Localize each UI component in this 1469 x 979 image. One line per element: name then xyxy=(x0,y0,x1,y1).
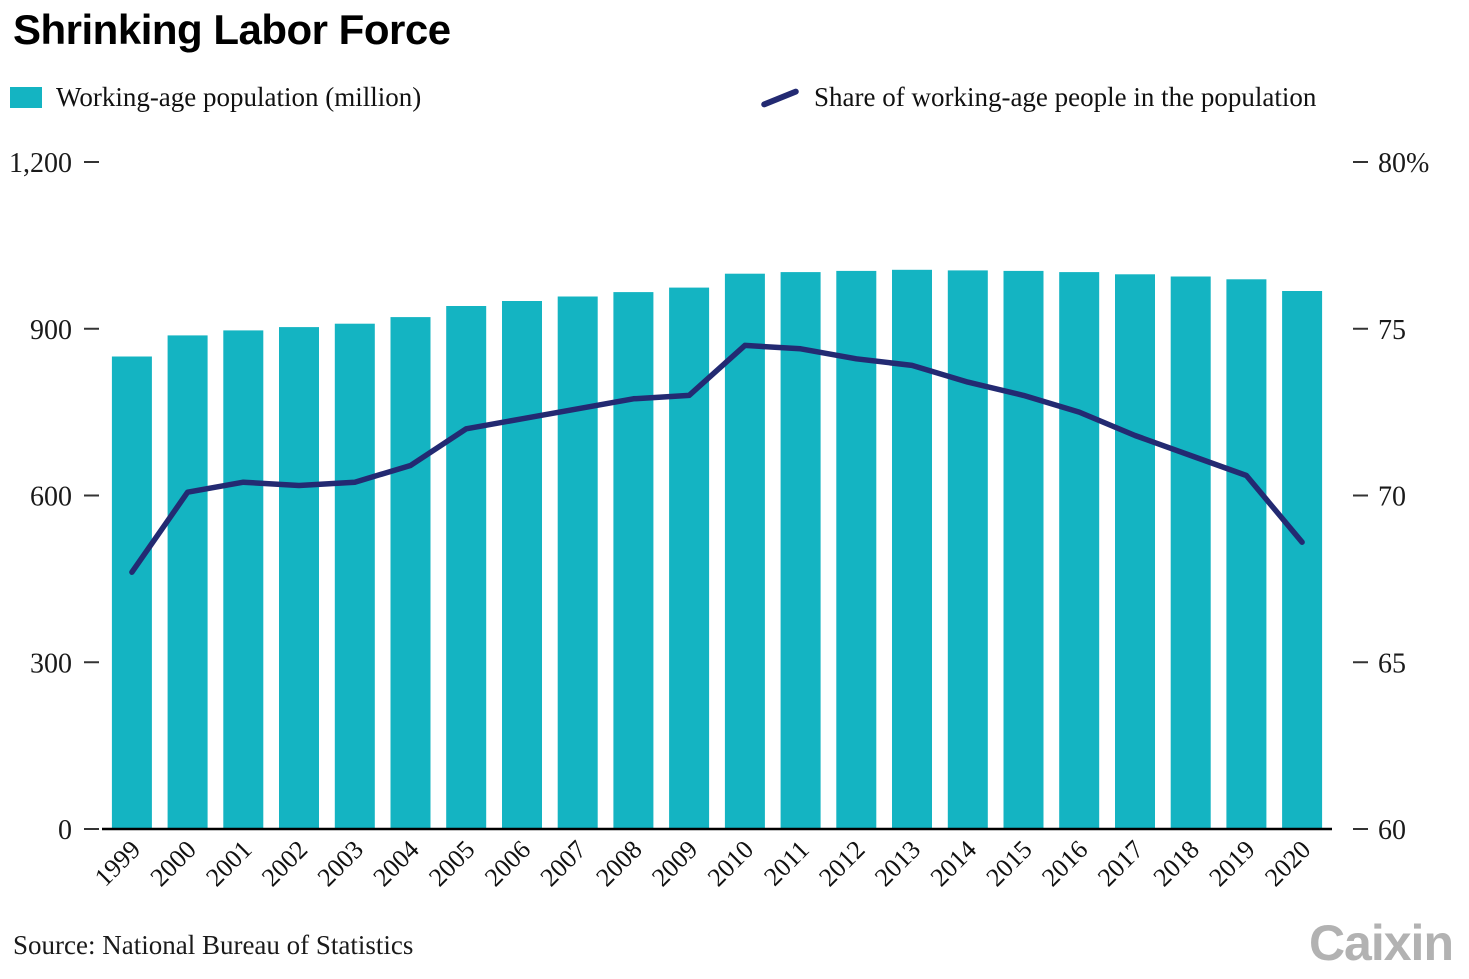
x-axis-year-label: 2020 xyxy=(1259,835,1316,892)
x-axis-year-label: 2013 xyxy=(869,835,926,892)
bar-2020 xyxy=(1282,291,1323,829)
caixin-logo: Caixin xyxy=(1308,915,1454,971)
chart-title: Shrinking Labor Force xyxy=(13,6,451,53)
bar-2007 xyxy=(557,296,598,829)
x-axis-year-label: 2011 xyxy=(758,835,815,892)
bar-2009 xyxy=(669,287,710,830)
left-axis-tick-label: 900 xyxy=(30,315,72,346)
bar-2001 xyxy=(223,330,264,829)
share-line xyxy=(129,342,1305,575)
x-axis-year-label: 2002 xyxy=(256,835,313,892)
bar-2010 xyxy=(724,273,765,829)
right-axis-tick-label: 80% xyxy=(1378,148,1429,179)
bar-2013 xyxy=(892,269,932,829)
x-axis-year-label: 2018 xyxy=(1148,835,1205,892)
x-axis-year-label: 2015 xyxy=(980,835,1037,892)
x-axis-year-label: 2005 xyxy=(423,835,480,892)
legend-item-bar: Working-age population (million) xyxy=(10,82,421,113)
left-axis-tick-label: 1,200 xyxy=(9,148,72,179)
x-axis-year-label: 2010 xyxy=(702,835,759,892)
bar-swatch-icon xyxy=(10,87,42,108)
x-axis-year-label: 2019 xyxy=(1203,835,1260,892)
bar-2003 xyxy=(334,323,375,829)
bar-2006 xyxy=(502,301,542,829)
legend-line-label: Share of working-age people in the popul… xyxy=(814,82,1317,112)
legend-bar-label: Working-age population (million) xyxy=(56,82,422,112)
bar-2014 xyxy=(947,270,988,829)
bar-2004 xyxy=(390,317,431,829)
x-axis-year-label: 2012 xyxy=(813,835,870,892)
right-axis-tick-label: 65 xyxy=(1378,648,1406,679)
bar-1999 xyxy=(111,356,152,829)
bar-2002 xyxy=(279,327,319,829)
bar-2016 xyxy=(1059,272,1100,830)
right-axis-tick-label: 75 xyxy=(1378,315,1406,346)
left-axis-tick-label: 300 xyxy=(30,648,72,679)
bar-2019 xyxy=(1226,279,1267,829)
left-axis-tick-label: 0 xyxy=(58,815,72,846)
x-axis-year-label: 2007 xyxy=(535,835,592,892)
legend-item-line: Share of working-age people in the popul… xyxy=(760,82,1316,113)
source-note: Source: National Bureau of Statistics xyxy=(13,930,414,960)
x-axis-year-label: 2006 xyxy=(479,835,536,892)
bar-2017 xyxy=(1115,274,1155,829)
bar-2005 xyxy=(446,306,487,829)
right-axis-tick-label: 60 xyxy=(1378,815,1406,846)
bar-2011 xyxy=(780,272,821,830)
legend: Working-age population (million) Share o… xyxy=(0,82,1469,116)
bar-2000 xyxy=(167,335,208,829)
x-axis-year-label: 2017 xyxy=(1092,835,1149,892)
left-axis-tick-label: 600 xyxy=(30,482,72,513)
x-axis-year-label: 2009 xyxy=(646,835,703,892)
bar-2018 xyxy=(1170,276,1211,829)
x-axis-year-label: 2014 xyxy=(925,835,982,892)
line-swatch-icon xyxy=(760,87,800,108)
x-axis-year-label: 2000 xyxy=(145,835,202,892)
x-axis-year-label: 2016 xyxy=(1036,835,1093,892)
x-axis-year-label: 2003 xyxy=(312,835,369,892)
bar-2008 xyxy=(613,292,654,830)
x-axis-year-label: 2001 xyxy=(200,835,257,892)
x-axis-year-label: 2004 xyxy=(367,835,424,892)
right-axis-tick-label: 70 xyxy=(1378,482,1406,513)
bar-2015 xyxy=(1003,270,1044,829)
bar-2012 xyxy=(836,270,877,829)
x-axis-year-label: 1999 xyxy=(89,835,146,892)
x-axis-year-label: 2008 xyxy=(590,835,647,892)
